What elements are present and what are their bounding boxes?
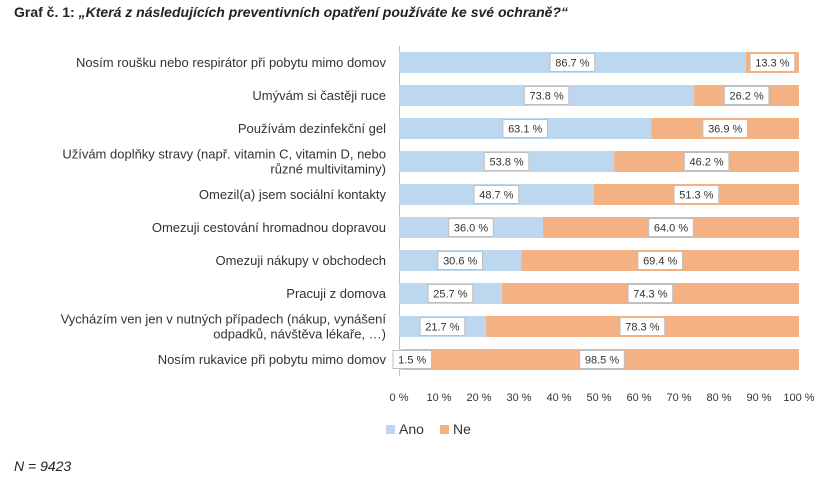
data-label-ano-2: 63.1 % xyxy=(502,119,548,138)
data-label-text: 1.5 % xyxy=(398,355,426,367)
data-label-box xyxy=(637,251,684,270)
category-label-3: Užívám doplňky stravy (např. vitamin C, … xyxy=(62,147,386,177)
data-label-ne-2: 36.9 % xyxy=(702,119,749,138)
data-label-text: 30.6 % xyxy=(443,256,477,268)
data-label-ano-0: 86.7 % xyxy=(549,53,596,72)
category-label-6: Omezuji nákupy v obchodech xyxy=(215,253,386,268)
legend-label: Ne xyxy=(453,421,471,437)
x-tick-label-5: 50 % xyxy=(586,392,611,404)
data-label-ano-3: 53.8 % xyxy=(483,152,530,171)
x-tick-label-7: 70 % xyxy=(666,392,691,404)
data-label-ano-6: 30.6 % xyxy=(437,251,483,270)
legend-swatch xyxy=(440,425,449,434)
x-tick-label-8: 80 % xyxy=(706,392,731,404)
data-label-text: 36.0 % xyxy=(454,223,488,235)
data-label-text: 69.4 % xyxy=(643,256,677,268)
category-label-7: Pracuji z domova xyxy=(286,286,386,301)
data-label-text: 63.1 % xyxy=(508,124,542,136)
data-label-box xyxy=(673,185,720,204)
data-label-box xyxy=(419,317,466,336)
data-label-box xyxy=(648,218,694,237)
x-tick-label-2: 20 % xyxy=(466,392,491,404)
data-label-ne-6: 69.4 % xyxy=(637,251,684,270)
sample-size-note: N = 9423 xyxy=(14,458,72,474)
data-label-ano-4: 48.7 % xyxy=(473,185,520,204)
data-label-box xyxy=(683,152,730,171)
chart-title-prefix: Graf č. 1: xyxy=(14,4,79,20)
chart-title: Graf č. 1: „Která z následujících preven… xyxy=(14,4,568,20)
data-label-text: 98.5 % xyxy=(585,355,619,367)
x-tick-label-10: 100 % xyxy=(783,392,814,404)
data-label-ano-8: 21.7 % xyxy=(419,317,466,336)
data-label-box xyxy=(437,251,483,270)
data-label-ano-5: 36.0 % xyxy=(448,218,494,237)
x-tick-label-6: 60 % xyxy=(626,392,651,404)
data-label-box xyxy=(723,86,770,105)
data-label-box xyxy=(392,350,432,369)
data-label-ne-3: 46.2 % xyxy=(683,152,730,171)
data-label-text: 48.7 % xyxy=(479,190,513,202)
data-label-text: 73.8 % xyxy=(529,91,563,103)
legend-item-ne: Ne xyxy=(440,421,471,437)
data-label-ano-1: 73.8 % xyxy=(523,86,570,105)
data-label-ano-7: 25.7 % xyxy=(427,284,474,303)
data-label-ne-7: 74.3 % xyxy=(627,284,674,303)
data-label-box xyxy=(619,317,666,336)
data-label-box xyxy=(627,284,674,303)
data-label-text: 26.2 % xyxy=(729,91,763,103)
data-label-text: 51.3 % xyxy=(679,190,713,202)
x-tick-label-0: 0 % xyxy=(390,392,409,404)
legend-label: Ano xyxy=(399,421,424,437)
data-label-box xyxy=(448,218,494,237)
data-label-box xyxy=(473,185,520,204)
legend-item-ano: Ano xyxy=(386,421,424,437)
data-label-box xyxy=(502,119,548,138)
data-label-ano-9: 1.5 % xyxy=(392,350,432,369)
x-tick-label-4: 40 % xyxy=(546,392,571,404)
category-label-8: Vycházím ven jen v nutných případech (ná… xyxy=(61,312,387,342)
data-label-box xyxy=(523,86,570,105)
data-label-box xyxy=(579,350,625,369)
category-label-5: Omezuji cestování hromadnou dopravou xyxy=(152,220,386,235)
category-label-4: Omezil(a) jsem sociální kontakty xyxy=(199,187,387,202)
category-label-1: Umývám si častěji ruce xyxy=(252,88,386,103)
data-label-text: 86.7 % xyxy=(555,58,589,70)
data-label-text: 13.3 % xyxy=(755,58,789,70)
data-label-text: 25.7 % xyxy=(433,289,467,301)
data-label-text: 21.7 % xyxy=(425,322,459,334)
data-label-ne-1: 26.2 % xyxy=(723,86,770,105)
x-tick-label-9: 90 % xyxy=(746,392,771,404)
category-label-9: Nosím rukavice při pobytu mimo domov xyxy=(158,352,387,367)
data-label-text: 53.8 % xyxy=(489,157,523,169)
data-label-ne-5: 64.0 % xyxy=(648,218,694,237)
category-label-0: Nosím roušku nebo respirátor při pobytu … xyxy=(76,55,386,70)
data-label-text: 78.3 % xyxy=(625,322,659,334)
data-label-text: 64.0 % xyxy=(654,223,688,235)
x-tick-label-3: 30 % xyxy=(506,392,531,404)
data-label-box xyxy=(702,119,749,138)
chart-title-question: „Která z následujících preventivních opa… xyxy=(78,4,568,20)
data-label-text: 36.9 % xyxy=(708,124,742,136)
data-label-text: 74.3 % xyxy=(633,289,667,301)
data-label-ne-9: 98.5 % xyxy=(579,350,625,369)
category-label-2: Používám dezinfekční gel xyxy=(238,121,386,136)
data-label-ne-8: 78.3 % xyxy=(619,317,666,336)
legend-swatch xyxy=(386,425,395,434)
data-label-ne-4: 51.3 % xyxy=(673,185,720,204)
data-label-box xyxy=(483,152,530,171)
data-label-box xyxy=(549,53,596,72)
x-tick-label-1: 10 % xyxy=(426,392,451,404)
data-label-text: 46.2 % xyxy=(689,157,723,169)
data-label-ne-0: 13.3 % xyxy=(749,53,796,72)
data-label-box xyxy=(427,284,474,303)
data-label-box xyxy=(749,53,796,72)
